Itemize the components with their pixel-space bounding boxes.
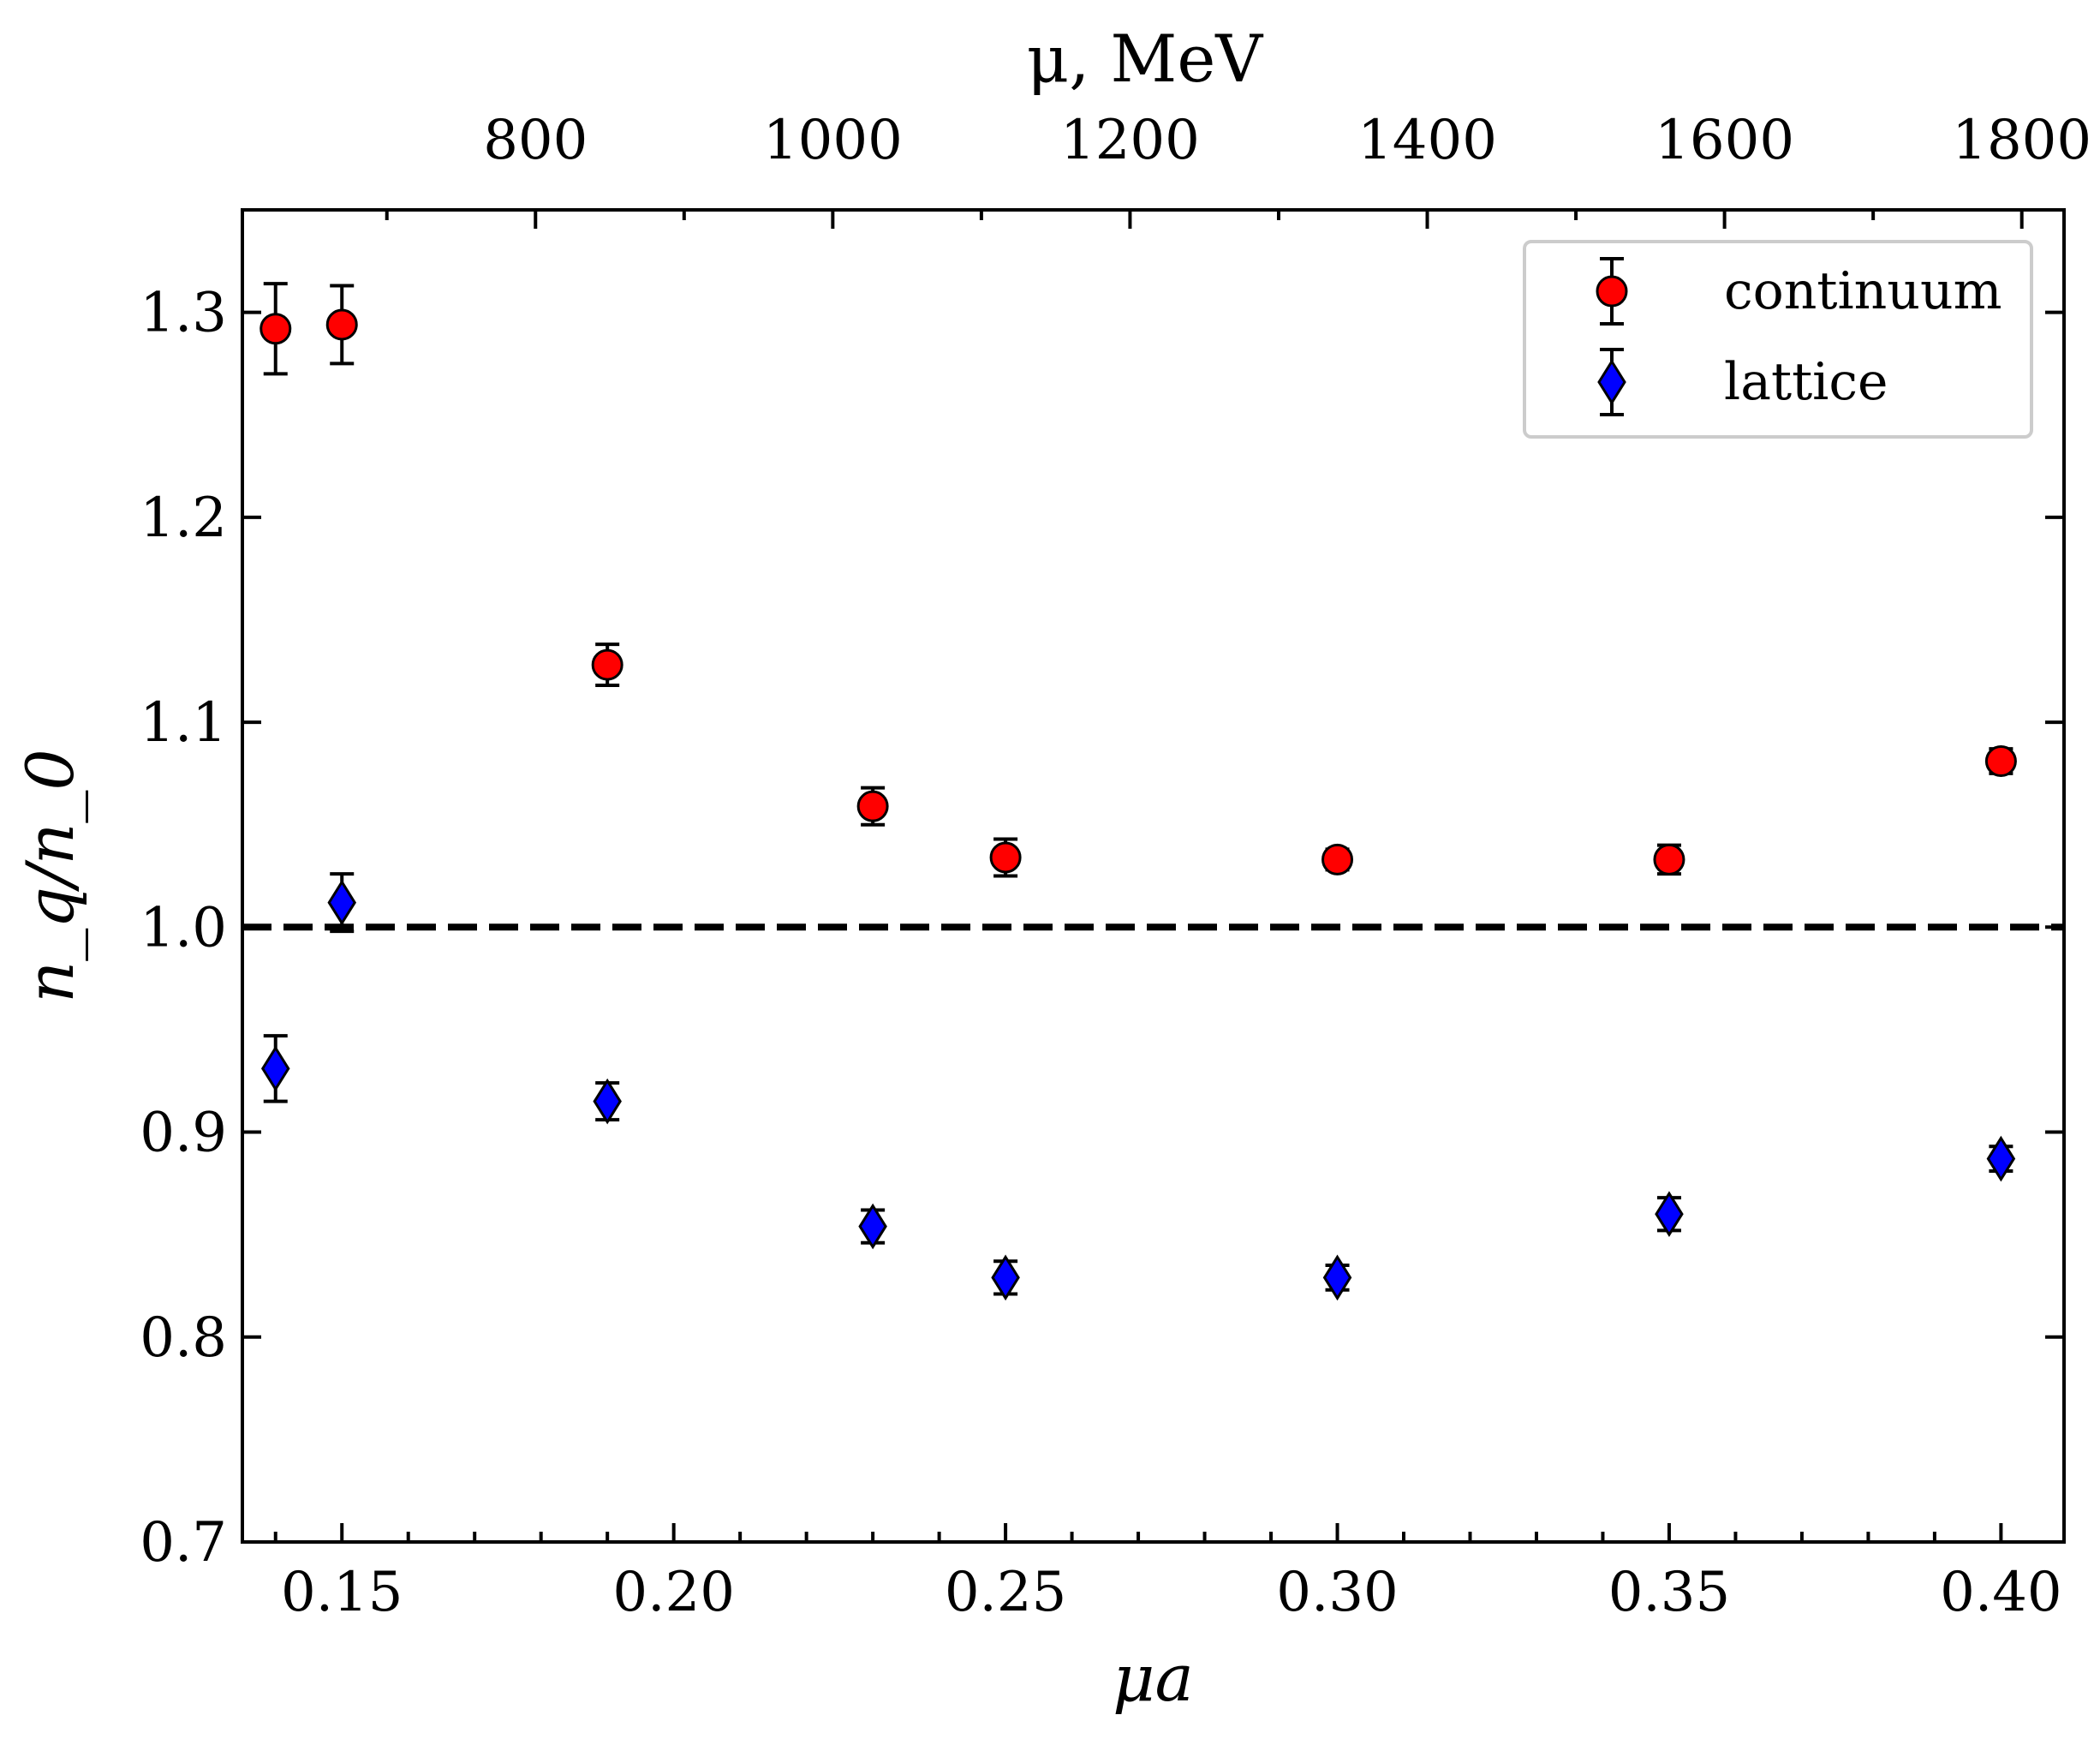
continuum-point (1321, 843, 1354, 875)
x-tick-label: 0.15 (281, 1561, 403, 1624)
lattice-point (991, 1254, 1020, 1301)
continuum-point (989, 841, 1022, 874)
legend-box (1523, 240, 2033, 439)
continuum-point (325, 308, 358, 341)
top-tick-label: 1400 (1357, 109, 1497, 172)
top-tick-label: 1000 (763, 109, 903, 172)
top-axis-title: μ, MeV (1027, 21, 1264, 97)
legend-continuum-label: continuum (1724, 261, 2002, 321)
legend-lattice-symbol (1597, 348, 1626, 416)
top-axis-title-text: μ, MeV (1027, 21, 1264, 97)
top-tick-label: 1800 (1952, 109, 2091, 172)
x-tick-label: 0.20 (612, 1561, 735, 1624)
legend-continuum-marker (1596, 275, 1628, 308)
x-axis-title: μa (1113, 1640, 1194, 1716)
y-axis-title-text: n_q/n_0 (12, 749, 88, 1003)
x-tick-label: 0.25 (945, 1561, 1067, 1624)
y-tick-label: 0.9 (140, 1102, 227, 1165)
x-tick-label: 0.30 (1276, 1561, 1399, 1624)
legend: continuum lattice (1523, 240, 2033, 439)
y-tick-label: 1.2 (140, 487, 227, 550)
x-tick-label: 0.40 (1940, 1561, 2062, 1624)
continuum-point (591, 648, 623, 681)
x-axis-title-text: μa (1113, 1640, 1194, 1716)
top-tick-label: 1600 (1655, 109, 1794, 172)
continuum-point (1653, 843, 1685, 875)
continuum-point (1984, 745, 2017, 778)
continuum-point (856, 790, 889, 822)
series-continuum (260, 282, 2017, 878)
x-tick-label: 0.35 (1608, 1561, 1731, 1624)
y-axis-title: n_q/n_0 (12, 749, 88, 1003)
data-series (260, 282, 2017, 1301)
top-tick-label: 800 (483, 109, 588, 172)
plot-frame (241, 208, 2066, 1544)
y-tick-label: 1.3 (140, 282, 227, 345)
y-tick-label: 1.0 (140, 896, 227, 959)
lattice-point (1655, 1191, 1684, 1238)
lattice-point (1986, 1135, 2016, 1182)
y-tick-label: 1.1 (140, 691, 227, 755)
top-tick-label: 1200 (1060, 109, 1200, 172)
lattice-point (1322, 1254, 1352, 1301)
axis-ticks: 0.15 0.20 0.25 0.30 0.35 0.40 0.7 0.8 0.9 1.0 1.1 1… (140, 109, 2091, 1624)
y-tick-label: 0.7 (140, 1511, 227, 1575)
lattice-point (593, 1078, 622, 1125)
series-lattice (260, 872, 2016, 1301)
continuum-point (260, 313, 292, 345)
lattice-point (327, 879, 356, 926)
lattice-point (260, 1045, 290, 1092)
legend-lattice-label: lattice (1724, 352, 1888, 412)
lattice-point (858, 1203, 887, 1250)
y-tick-label: 0.8 (140, 1306, 227, 1370)
legend-lattice-marker (1597, 359, 1626, 405)
legend-continuum-symbol (1596, 257, 1628, 326)
